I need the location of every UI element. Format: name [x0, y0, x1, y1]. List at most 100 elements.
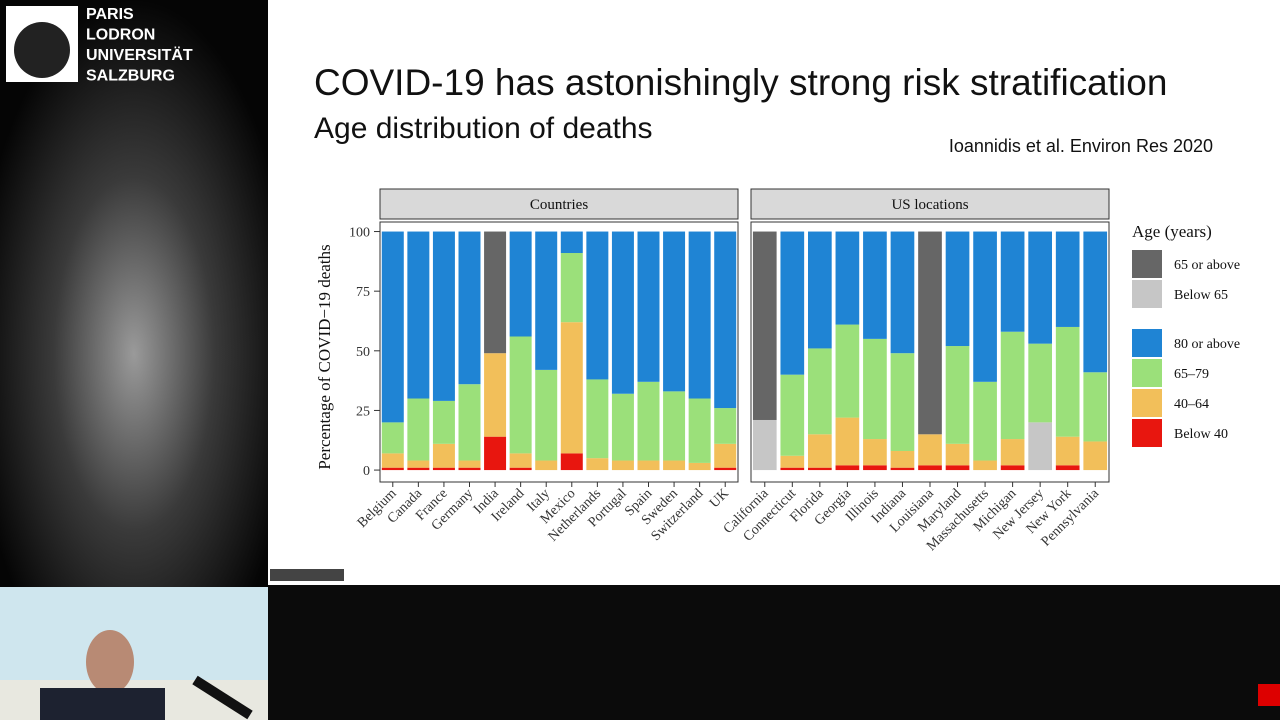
bar-segment [835, 324, 860, 418]
bar-segment [688, 231, 711, 399]
bar-segment [890, 467, 915, 471]
bar-segment [509, 453, 532, 468]
bar-segment [484, 436, 507, 471]
y-tick-label: 50 [356, 345, 370, 360]
bar-segment [484, 231, 507, 354]
bar-segment [1028, 422, 1052, 471]
legend-label: 65–79 [1174, 367, 1209, 382]
legend-swatch [1132, 329, 1162, 357]
y-tick-label: 0 [363, 464, 370, 479]
legend-label: Below 65 [1174, 288, 1228, 303]
legend-label: 80 or above [1174, 337, 1240, 352]
speaker-body [40, 688, 165, 720]
bar-segment [1055, 231, 1080, 327]
bar-segment [432, 467, 455, 471]
subscribe-button[interactable] [1258, 684, 1280, 706]
bar-segment [714, 408, 737, 444]
microphone [192, 675, 253, 720]
bar-segment [381, 453, 404, 468]
legend-label: 65 or above [1174, 258, 1240, 273]
bar-segment [560, 453, 583, 471]
bar-segment [1055, 465, 1080, 471]
bar-segment [611, 393, 634, 461]
bar-segment [432, 443, 455, 468]
bar-segment [560, 253, 583, 323]
bar-segment [714, 443, 737, 468]
logo-line: LODRON [86, 27, 155, 44]
bar-segment [863, 465, 887, 471]
bar-segment [918, 231, 942, 435]
slide-subtitle: Age distribution of deaths [314, 112, 653, 145]
citation: Ioannidis et al. Environ Res 2020 [949, 136, 1213, 156]
panel-title: Countries [530, 197, 588, 213]
bar-segment [509, 467, 532, 471]
bar-segment [752, 419, 777, 471]
bar-segment [509, 231, 532, 337]
bar-segment [835, 465, 860, 471]
legend-swatch [1132, 389, 1162, 417]
bar-segment [1000, 465, 1025, 471]
bar-segment [945, 346, 970, 444]
logo-emblem [14, 22, 70, 78]
bar-segment [808, 467, 832, 471]
bar-segment [586, 231, 609, 380]
bar-segment [381, 467, 404, 471]
bar-segment [1000, 231, 1025, 332]
bar-segment [637, 460, 660, 471]
bar-segment [432, 231, 455, 401]
bar-segment [381, 422, 404, 454]
bar-segment [1028, 343, 1052, 423]
bar-segment [835, 417, 860, 466]
bar-segment [1055, 326, 1080, 437]
legend-label: Below 40 [1174, 427, 1228, 442]
slide-title: COVID-19 has astonishingly strong risk s… [314, 62, 1167, 103]
bar-segment [1083, 441, 1108, 471]
bar-segment [663, 391, 686, 461]
bar-segment [863, 338, 887, 440]
player-controls[interactable] [270, 569, 344, 581]
bar-segment [484, 353, 507, 437]
bar-segment [752, 231, 777, 420]
bar-segment [432, 400, 455, 444]
logo-line: SALZBURG [86, 68, 175, 85]
bar-segment [611, 231, 634, 394]
bar-segment [973, 231, 997, 382]
bar-segment [535, 369, 558, 461]
y-tick-label: 75 [356, 285, 370, 300]
bar-segment [637, 381, 660, 461]
bar-segment [1055, 436, 1080, 466]
bar-segment [945, 231, 970, 347]
bar-segment [863, 439, 887, 466]
legend-swatch [1132, 280, 1162, 308]
bar-segment [780, 455, 805, 468]
bar-segment [407, 460, 430, 468]
bar-segment [945, 465, 970, 471]
legend-swatch [1132, 419, 1162, 447]
logo-line: PARIS [86, 6, 134, 23]
background-bottom [268, 585, 1280, 720]
background-image [0, 0, 268, 590]
bar-segment [890, 231, 915, 354]
legend-swatch [1132, 359, 1162, 387]
bar-segment [535, 460, 558, 471]
bar-segment [611, 460, 634, 471]
legend-swatch [1132, 250, 1162, 278]
bar-segment [973, 460, 997, 471]
bar-segment [509, 336, 532, 454]
bar-segment [890, 353, 915, 451]
bar-segment [835, 231, 860, 325]
bar-segment [560, 322, 583, 454]
bar-segment [918, 434, 942, 466]
bar-segment [688, 398, 711, 463]
bar-segment [890, 450, 915, 468]
bar-segment [1083, 372, 1108, 442]
bar-segment [407, 231, 430, 399]
bar-segment [458, 231, 481, 385]
bar-segment [663, 231, 686, 392]
bar-segment [808, 348, 832, 435]
bar-segment [1083, 231, 1108, 373]
bar-segment [808, 434, 832, 468]
speaker-head [86, 630, 134, 694]
bar-segment [458, 460, 481, 468]
